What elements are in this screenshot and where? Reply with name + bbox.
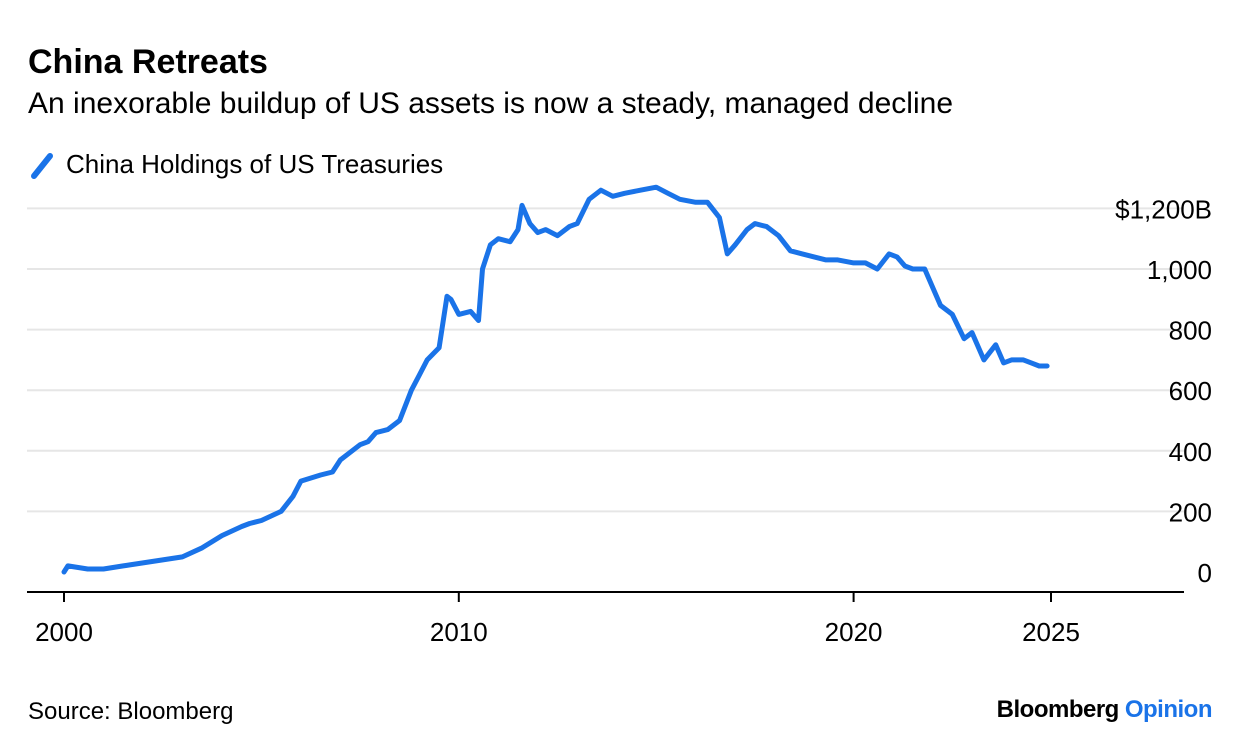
y-tick-label-0: 0 <box>1198 558 1212 588</box>
brand-name: Bloomberg <box>996 696 1120 723</box>
y-tick-label-1000: 1,000 <box>1147 255 1212 285</box>
brand-logo: Bloomberg Opinion <box>996 692 1213 728</box>
y-tick-label-200: 200 <box>1169 497 1212 527</box>
chart-subtitle: An inexorable buildup of US assets is no… <box>28 87 954 120</box>
y-tick-label-800: 800 <box>1169 316 1212 346</box>
y-tick-label-400: 400 <box>1169 437 1212 467</box>
legend-label: China Holdings of US Treasuries <box>66 148 444 179</box>
chart-title: China Retreats <box>28 43 268 81</box>
brand-suffix: Opinion <box>1124 696 1213 723</box>
x-tick-label-2000: 2000 <box>35 617 93 647</box>
legend: China Holdings of US Treasuries <box>28 144 443 184</box>
y-tick-label-600: 600 <box>1169 376 1212 406</box>
source-note: Source: Bloomberg <box>28 698 234 725</box>
x-tick-label-2010: 2010 <box>430 617 488 647</box>
legend-line-icon <box>31 153 53 179</box>
x-tick-label-2020: 2020 <box>825 617 883 647</box>
series-line-0 <box>61 184 1050 575</box>
y-tick-label-1200: $1,200B <box>1115 194 1212 224</box>
x-tick-label-2025: 2025 <box>1022 617 1080 647</box>
